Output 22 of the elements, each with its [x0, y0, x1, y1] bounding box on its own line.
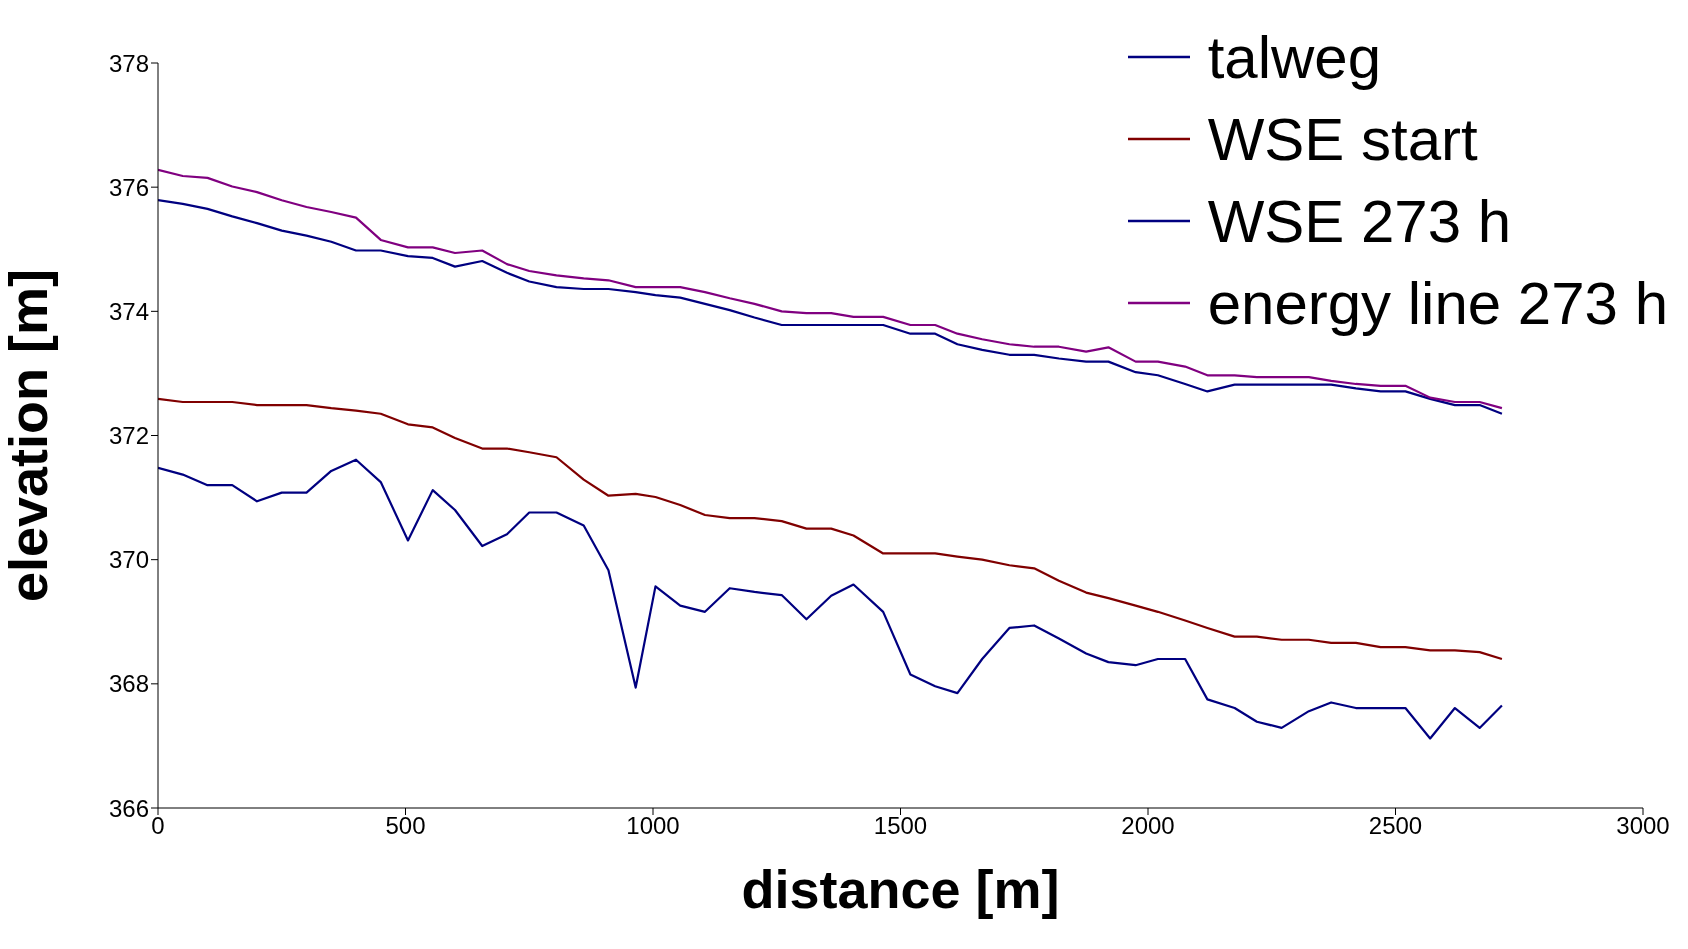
- y-tick-label: 366: [108, 794, 149, 822]
- y-tick-label: 374: [108, 297, 149, 325]
- x-tick-label: 500: [385, 812, 426, 840]
- x-tick-label: 1500: [873, 812, 928, 840]
- y-tick-label: 368: [108, 670, 149, 698]
- x-tick-label: 3000: [1616, 812, 1670, 840]
- y-axis-title: elevation [m]: [0, 268, 59, 603]
- x-axis-title: distance [m]: [741, 859, 1060, 919]
- legend-label: WSE 273 h: [1207, 186, 1512, 256]
- y-tick-label: 370: [108, 546, 149, 574]
- y-tick-label: 376: [108, 173, 149, 201]
- x-tick-label: 2000: [1121, 812, 1175, 840]
- x-tick-label: 0: [151, 812, 165, 840]
- line-series: [158, 458, 1504, 740]
- line-series: [158, 397, 1504, 661]
- legend-label: energy line 273 h: [1207, 268, 1668, 338]
- y-tick-label: 372: [108, 422, 149, 450]
- legend-label: talweg: [1207, 22, 1382, 92]
- x-tick-label: 2500: [1368, 812, 1423, 840]
- y-tick-label: 378: [108, 49, 149, 77]
- x-tick-label: 1000: [626, 812, 680, 840]
- legend-label: WSE start: [1207, 104, 1478, 174]
